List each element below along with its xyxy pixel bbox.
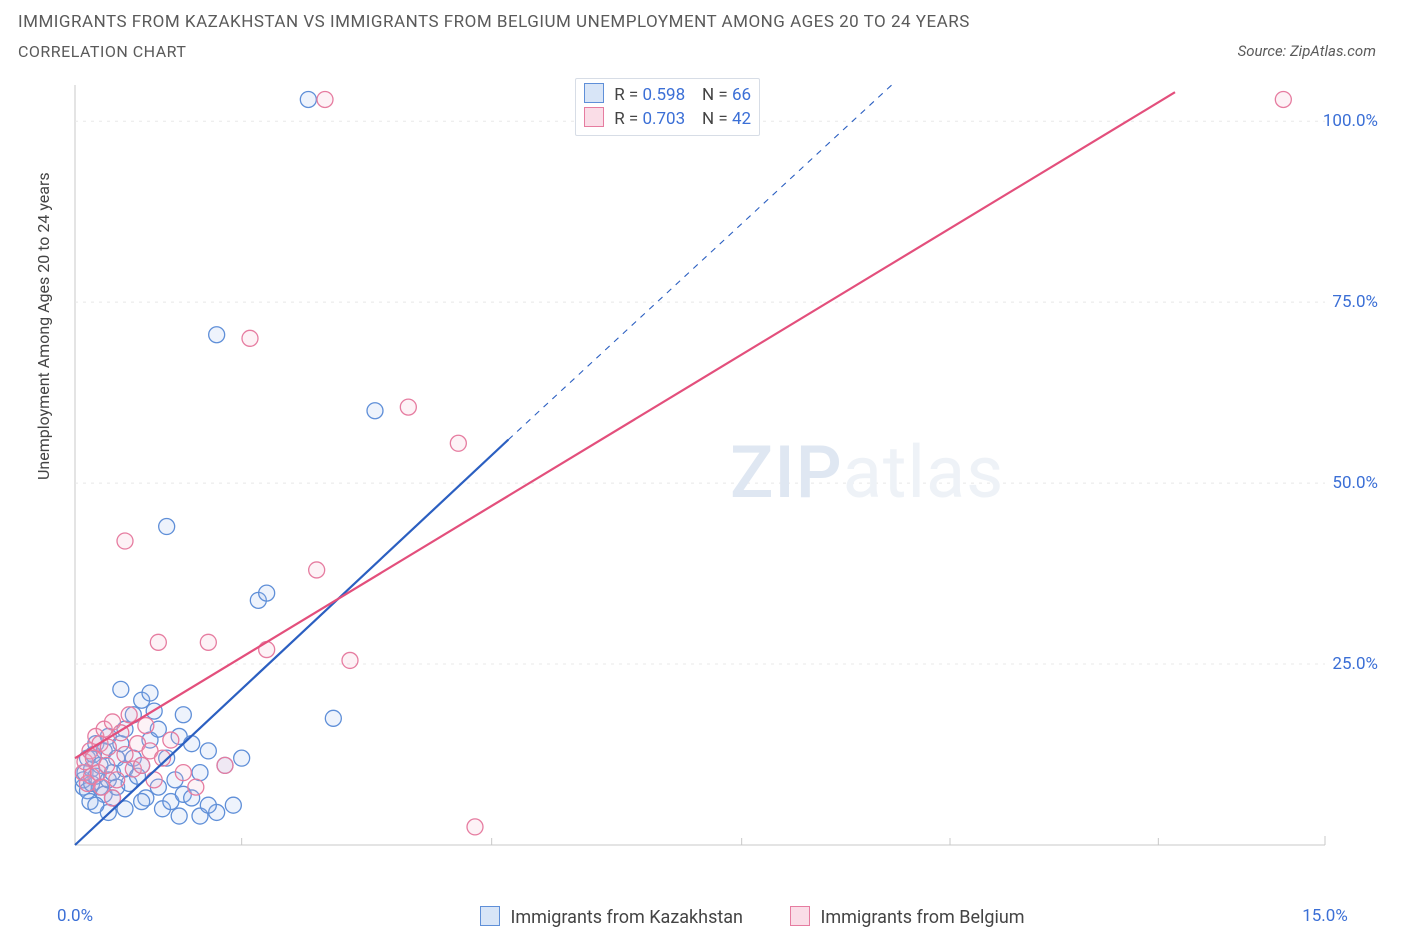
n-value-b: 42	[732, 109, 751, 129]
source-attribution: Source: ZipAtlas.com	[1238, 42, 1376, 60]
r-label-a: R =	[614, 85, 638, 105]
chart-title-line2: CORRELATION CHART	[18, 42, 186, 61]
swatch-bottom-a	[480, 906, 500, 926]
correlation-scatter-plot	[65, 75, 1365, 875]
n-label-b: N =	[702, 109, 728, 129]
correlation-stats-legend: R = 0.598 N = 66 R = 0.703 N = 42	[575, 78, 760, 136]
r-value-b: 0.703	[642, 109, 685, 129]
bottom-legend-b: Immigrants from Belgium	[790, 906, 1025, 928]
stats-row-b: R = 0.703 N = 42	[584, 107, 751, 131]
swatch-bottom-b	[790, 906, 810, 926]
x-tick-15: 15.0%	[1302, 906, 1348, 926]
bottom-legend-b-label: Immigrants from Belgium	[820, 907, 1024, 928]
y-tick-50: 50.0%	[1332, 473, 1378, 493]
y-tick-100: 100.0%	[1323, 111, 1378, 131]
r-value-a: 0.598	[642, 85, 685, 105]
y-tick-25: 25.0%	[1332, 654, 1378, 674]
chart-title-line1: IMMIGRANTS FROM KAZAKHSTAN VS IMMIGRANTS…	[18, 12, 970, 32]
swatch-series-b	[584, 107, 604, 127]
bottom-legend-a-label: Immigrants from Kazakhstan	[510, 907, 743, 928]
y-axis-label: Unemployment Among Ages 20 to 24 years	[34, 172, 53, 480]
n-label-a: N =	[702, 85, 728, 105]
swatch-series-a	[584, 83, 604, 103]
bottom-legend-a: Immigrants from Kazakhstan	[480, 906, 743, 928]
x-tick-0: 0.0%	[57, 906, 93, 926]
y-tick-75: 75.0%	[1332, 292, 1378, 312]
n-value-a: 66	[732, 85, 751, 105]
r-label-b: R =	[614, 109, 638, 129]
stats-row-a: R = 0.598 N = 66	[584, 83, 751, 107]
